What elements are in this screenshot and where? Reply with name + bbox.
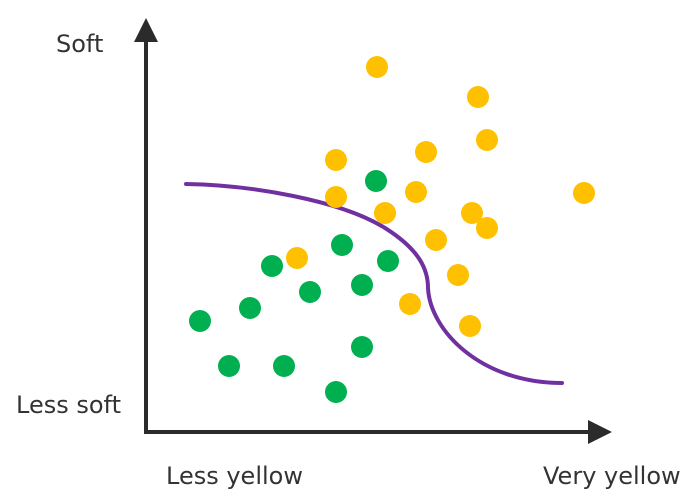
green-point (239, 297, 261, 319)
green-point (351, 336, 373, 358)
yellow-point (325, 186, 347, 208)
x-axis-right-label: Very yellow (543, 462, 681, 490)
yellow-point (425, 229, 447, 251)
x-axis-left-label: Less yellow (166, 462, 303, 490)
yellow-point (366, 56, 388, 78)
yellow-point (286, 247, 308, 269)
green-point (351, 274, 373, 296)
yellow-point (405, 181, 427, 203)
data-points (189, 56, 595, 403)
yellow-point (447, 264, 469, 286)
green-point (261, 255, 283, 277)
green-point (299, 281, 321, 303)
green-point (189, 310, 211, 332)
yellow-point (476, 217, 498, 239)
y-axis-bottom-label: Less soft (16, 391, 121, 419)
yellow-point (476, 129, 498, 151)
yellow-point (459, 315, 481, 337)
yellow-point (467, 86, 489, 108)
green-point (325, 381, 347, 403)
y-axis-top-label: Soft (56, 30, 103, 58)
decision-boundary-curve (184, 182, 564, 385)
yellow-point (325, 149, 347, 171)
green-point (331, 234, 353, 256)
yellow-point (399, 293, 421, 315)
green-point (273, 355, 295, 377)
yellow-point (374, 202, 396, 224)
yellow-point (461, 202, 483, 224)
yellow-point (573, 182, 595, 204)
green-point (377, 250, 399, 272)
green-point (218, 355, 240, 377)
green-point (365, 170, 387, 192)
yellow-point (415, 141, 437, 163)
